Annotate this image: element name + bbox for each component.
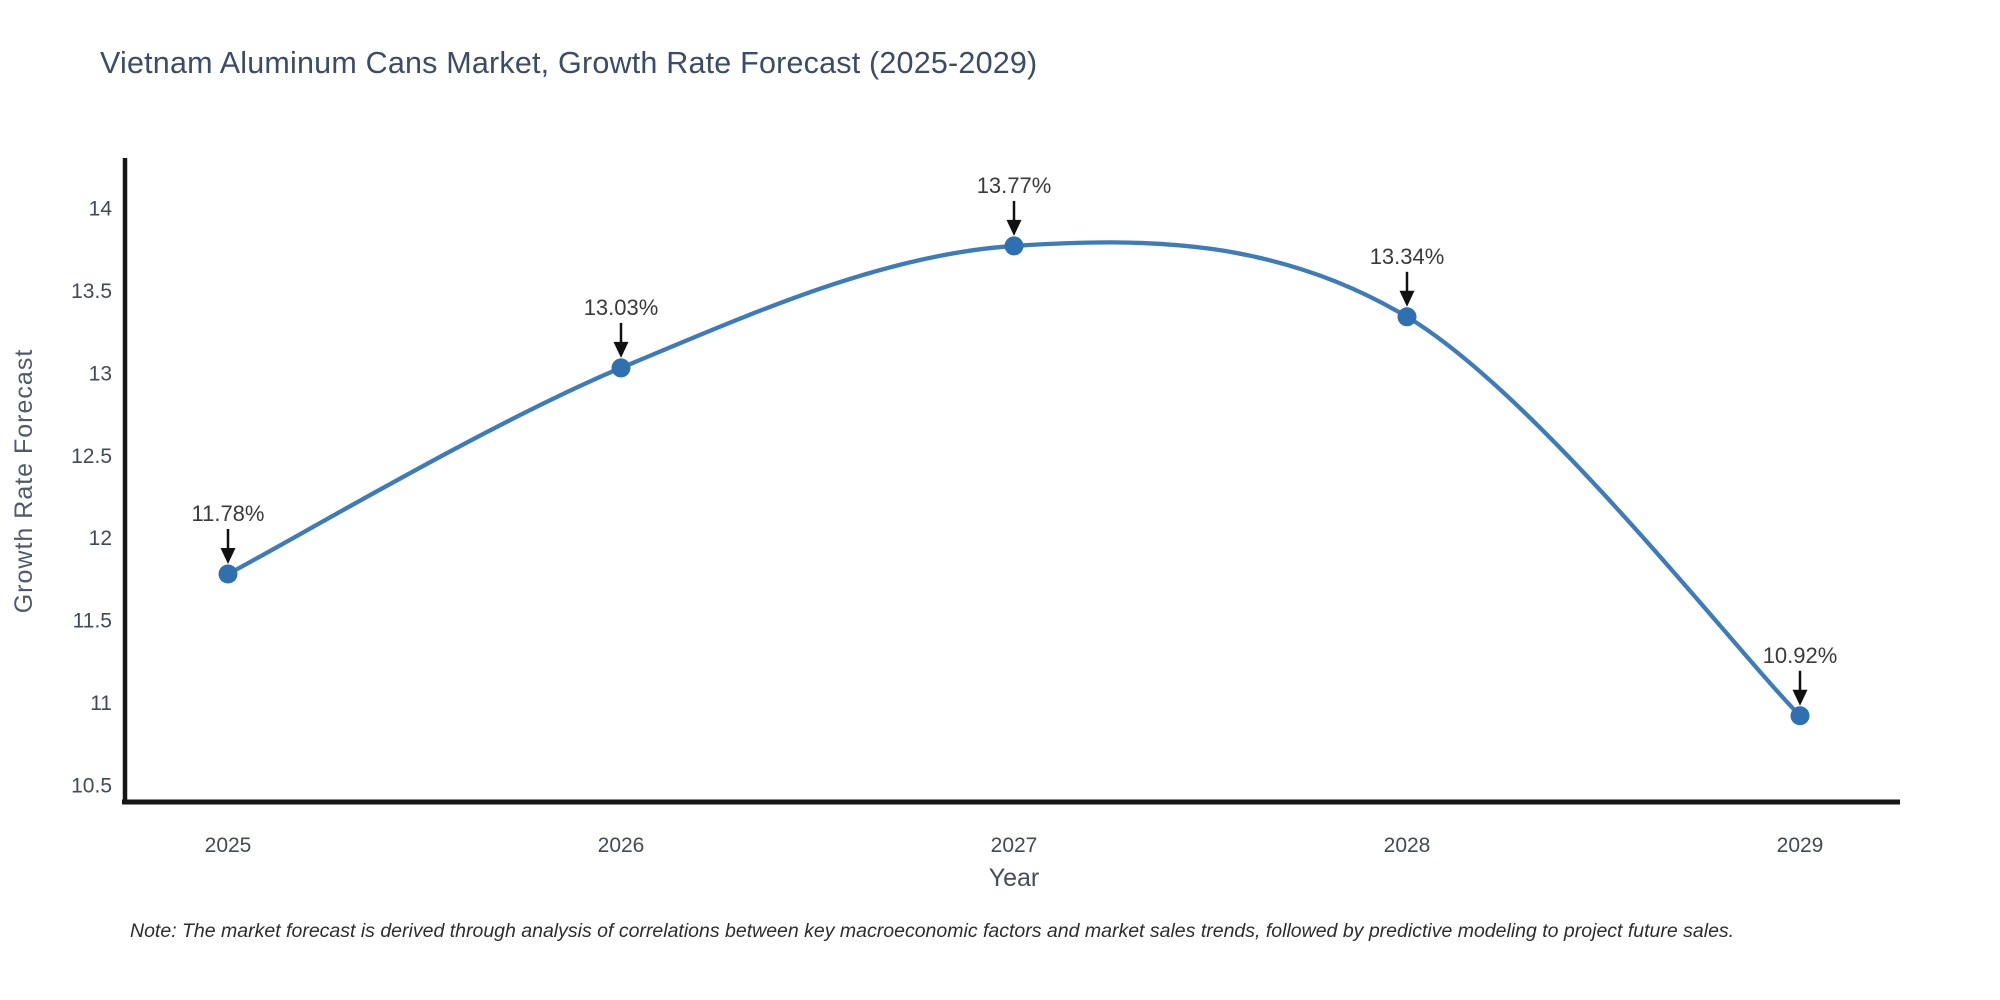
y-tick-label: 10.5 [71, 774, 112, 797]
x-tick-label: 2025 [205, 834, 252, 857]
data-series [218, 236, 1810, 726]
y-tick-labels: 10.5 11 11.5 12 12.5 13 13.5 14 [71, 198, 112, 798]
data-point-marker [1004, 236, 1024, 256]
y-tick-label: 12.5 [71, 445, 112, 468]
chart-title: Vietnam Aluminum Cans Market, Growth Rat… [100, 46, 1038, 80]
y-tick-label: 14 [89, 198, 113, 221]
arrow-down-icon [613, 341, 629, 358]
arrow-down-icon [1792, 689, 1808, 706]
arrow-down-icon [1399, 290, 1415, 307]
data-point-marker [1790, 706, 1810, 726]
data-point-marker [218, 564, 238, 584]
y-tick-label: 13 [89, 362, 112, 385]
x-tick-label: 2028 [1384, 834, 1431, 857]
y-tick-label: 13.5 [71, 280, 112, 303]
x-tick-label: 2029 [1777, 834, 1824, 857]
x-tick-label: 2026 [598, 834, 645, 857]
y-tick-label: 11 [90, 692, 112, 715]
series-line [225, 240, 1803, 718]
data-point-label: 10.92% [1763, 643, 1838, 668]
data-point-label: 13.03% [584, 295, 659, 320]
y-tick-label: 12 [89, 527, 112, 550]
data-point-marker [611, 358, 631, 378]
data-point-label: 11.78% [192, 501, 265, 526]
data-point-label: 13.34% [1370, 244, 1445, 269]
x-axis-title: Year [989, 864, 1040, 892]
data-point-label: 13.77% [977, 173, 1052, 198]
footnote: Note: The market forecast is derived thr… [130, 920, 1735, 942]
data-point-marker [1397, 307, 1417, 327]
arrow-down-icon [1006, 219, 1022, 236]
data-annotations: 11.78% 13.03% 13.77% 13.34% 10.92% [192, 173, 1838, 706]
x-tick-label: 2027 [991, 834, 1038, 857]
x-tick-labels: 2025 2026 2027 2028 2029 [205, 834, 1824, 857]
y-tick-label: 11.5 [73, 610, 112, 633]
y-axis-title: Growth Rate Forecast [10, 349, 38, 614]
arrow-down-icon [220, 547, 236, 564]
